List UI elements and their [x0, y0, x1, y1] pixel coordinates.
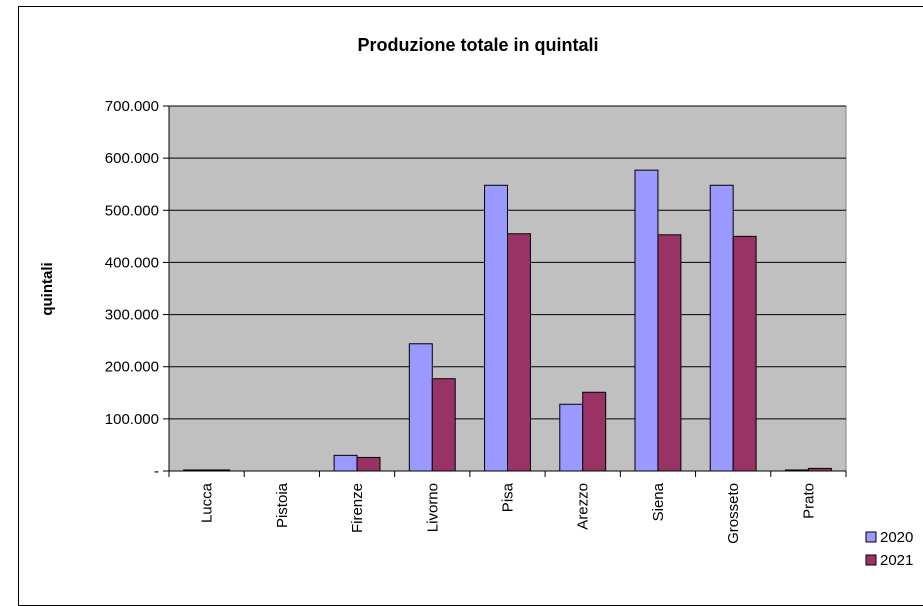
- y-tick-labels: - 100.000 200.000 300.000 400.000 500.000 600.…: [105, 98, 159, 480]
- legend-label: 2020: [880, 529, 913, 546]
- x-tick-label: Siena: [650, 482, 667, 521]
- bars: [183, 169, 832, 472]
- x-tick-label: Pistoia: [274, 482, 291, 528]
- bar-2021-grosseto: [732, 235, 757, 472]
- bar-2020-arezzo: [559, 403, 584, 472]
- legend: 2020 2021: [865, 529, 913, 569]
- x-tick-label: Prato: [800, 483, 817, 519]
- y-tick-label: 400.000: [105, 254, 159, 271]
- y-axis-label: quintali: [39, 262, 56, 315]
- axes: [163, 105, 847, 477]
- legend-swatch-2021: [865, 554, 877, 566]
- bar-2021-pisa: [507, 233, 531, 472]
- bar-2021-arezzo: [582, 391, 607, 472]
- bar-2021-siena: [657, 234, 682, 472]
- x-tick-label: Pisa: [500, 482, 517, 512]
- bar-chart: Produzione totale in quintali - 100.000 20…: [39, 35, 913, 569]
- chart-frame: Produzione totale in quintali - 100.000 20…: [18, 6, 923, 606]
- bar-2021-firenze: [356, 456, 381, 472]
- y-tick-label: -: [154, 463, 159, 480]
- x-tick-label: Firenze: [349, 483, 366, 533]
- bar-2020-grosseto: [709, 184, 734, 472]
- bar-2020-firenze: [333, 454, 358, 472]
- y-tick-label: 600.000: [105, 150, 159, 167]
- bar-2021-livorno: [431, 378, 456, 472]
- legend-swatch-2020: [865, 531, 877, 543]
- chart-title: Produzione totale in quintali: [358, 35, 599, 55]
- y-tick-label: 700.000: [105, 98, 159, 115]
- bar-2020-siena: [634, 169, 659, 472]
- x-tick-label: Arezzo: [575, 483, 592, 530]
- x-tick-labels: Lucca Pistoia Firenze Livorno Pisa Arezzo Sien…: [199, 482, 818, 544]
- bar-2020-pisa: [484, 184, 508, 472]
- x-tick-label: Lucca: [199, 482, 216, 523]
- y-tick-label: 500.000: [105, 202, 159, 219]
- y-tick-label: 100.000: [105, 411, 159, 428]
- x-tick-label: Grosseto: [725, 483, 742, 544]
- y-tick-label: 200.000: [105, 359, 159, 376]
- y-tick-label: 300.000: [105, 307, 159, 324]
- legend-label: 2021: [880, 552, 913, 569]
- x-tick-label: Livorno: [424, 483, 441, 532]
- bar-2020-livorno: [408, 343, 433, 472]
